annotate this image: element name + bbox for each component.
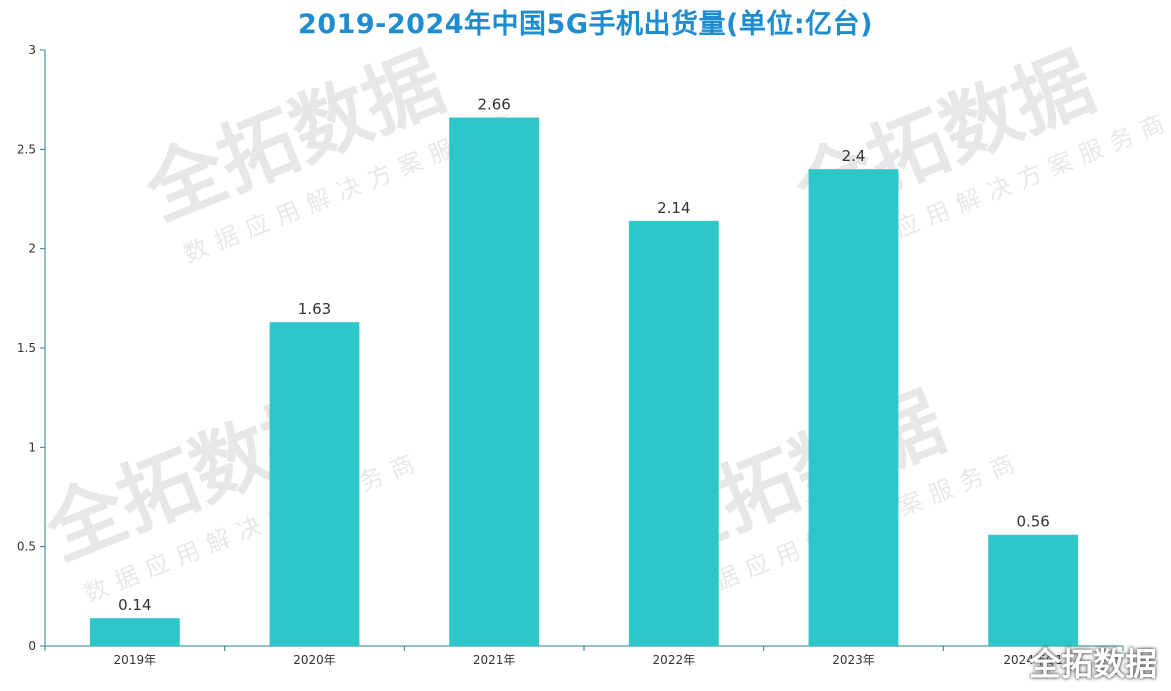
x-tick-label: 2020年 bbox=[293, 653, 336, 667]
x-tick-label: 2019年 bbox=[114, 653, 157, 667]
bar bbox=[808, 169, 899, 646]
data-label: 2.66 bbox=[477, 96, 510, 114]
bar bbox=[988, 534, 1079, 646]
bar bbox=[269, 322, 360, 646]
y-tick-label: 0 bbox=[28, 639, 36, 653]
data-label: 2.4 bbox=[842, 147, 866, 165]
y-tick-label: 1 bbox=[28, 440, 36, 454]
bar bbox=[628, 220, 719, 646]
y-tick-label: 3 bbox=[28, 43, 36, 57]
x-tick-label: 2023年 bbox=[832, 653, 875, 667]
x-tick-label: 2022年 bbox=[653, 653, 696, 667]
chart-title: 2019-2024年中国5G手机出货量(单位:亿台) bbox=[298, 9, 873, 40]
y-tick-label: 2 bbox=[28, 242, 36, 256]
x-tick-label: 2024年Q1 bbox=[1003, 653, 1063, 667]
watermarks: 全拓数据 数据应用解决方案服务商 全拓数据 数据应用解决方案服务商 全拓数据 数… bbox=[32, 36, 1171, 608]
bar bbox=[89, 618, 180, 646]
y-tick-label: 2.5 bbox=[17, 142, 36, 156]
y-tick-label: 1.5 bbox=[17, 341, 36, 355]
y-tick-label: 0.5 bbox=[17, 540, 36, 554]
bar bbox=[449, 117, 540, 646]
data-label: 2.14 bbox=[657, 199, 690, 217]
brand-logo: 全拓数据 bbox=[1028, 645, 1157, 683]
plot-area: 0 0.5 1 1.5 2 2.5 3 0.14 2019年 1.63 2020年 2.66 2021年… bbox=[17, 43, 1124, 667]
data-label: 0.56 bbox=[1016, 513, 1049, 531]
data-label: 1.63 bbox=[298, 300, 331, 318]
data-label: 0.14 bbox=[118, 596, 151, 614]
x-tick-label: 2021年 bbox=[473, 653, 516, 667]
